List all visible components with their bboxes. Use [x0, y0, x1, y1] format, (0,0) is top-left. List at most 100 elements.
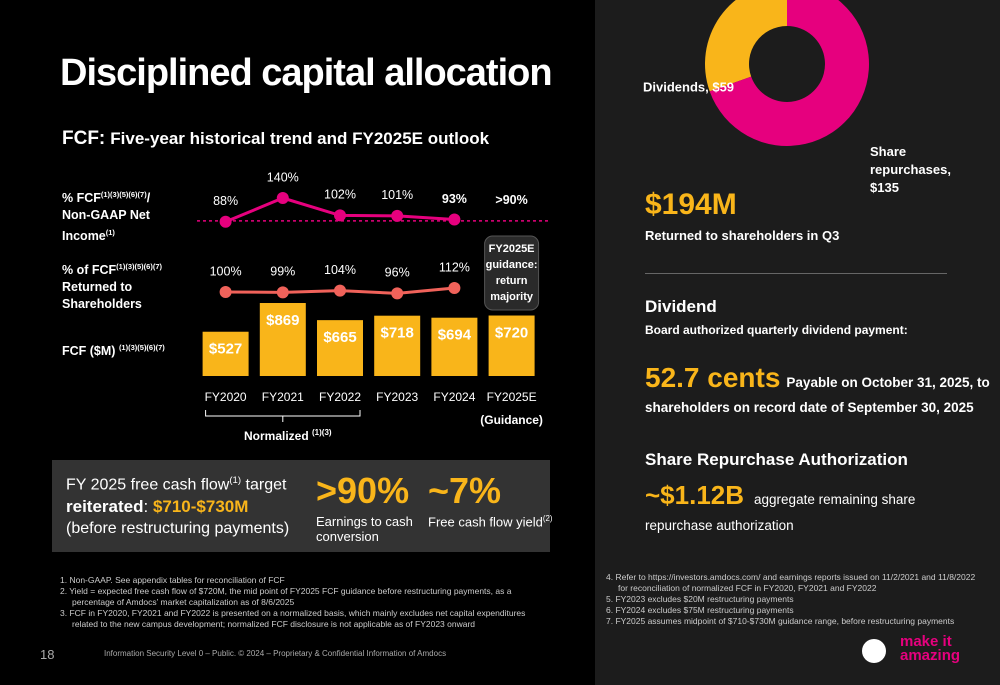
returned-amount: $194M	[645, 188, 737, 221]
text-part: % FCF	[62, 191, 101, 206]
text-part: (1)(3)(5)(6)(7)	[118, 343, 165, 352]
text-part: (1)	[105, 228, 115, 238]
x-tick-label: FY2024	[433, 390, 475, 404]
text-part: (1)(3)(5)(6)(7)	[116, 262, 163, 271]
dividend-sub: Board authorized quarterly dividend paym…	[645, 323, 908, 337]
x-tick-label: FY2021	[262, 390, 304, 404]
text-part: target	[241, 476, 287, 494]
point-label: 102%	[324, 188, 356, 202]
text-part: FY 2025 free cash flow	[66, 476, 230, 494]
x-tick-label: FY2025E	[487, 390, 537, 404]
pie-slice	[705, 0, 787, 92]
point-label: 99%	[270, 265, 295, 279]
row-label: % FCF(1)(3)(5)(6)(7)/ Non-GAAP Net Incom…	[62, 186, 172, 245]
title: Disciplined capital allocation	[60, 52, 553, 94]
bar	[317, 320, 363, 376]
target-text: FY 2025 free cash flow(1) target reitera…	[66, 470, 289, 540]
pie-slice	[709, 0, 869, 146]
footnote: 3. FCF in FY2020, FY2021 and FY2022 is p…	[60, 608, 526, 629]
kpi-value: ~7%	[428, 470, 502, 511]
logo-mark	[862, 639, 886, 663]
divider	[645, 273, 947, 274]
line-point	[391, 209, 404, 222]
bar	[202, 331, 249, 376]
text-part: :	[143, 497, 153, 517]
footnote: 4. Refer to https://investors.amdocs.com…	[606, 572, 976, 593]
line-point	[219, 286, 232, 298]
point-label: 100%	[210, 264, 242, 278]
repurchase-amount: ~$1.12B	[645, 480, 745, 510]
page-number: 18	[40, 647, 55, 662]
row-label: FCF ($M) (1)(3)(5)(6)(7)	[62, 343, 202, 358]
point-label: 101%	[381, 188, 413, 202]
bar-label: $527	[209, 341, 242, 358]
point-label: 112%	[439, 260, 470, 274]
footnote: 6. FY2024 excludes $75M restructuring pa…	[606, 605, 794, 615]
repurchase-line: ~$1.12B aggregate remaining share	[645, 480, 915, 511]
footnotes: 4. Refer to https://investors.amdocs.com…	[606, 572, 986, 627]
x-tick-label: FY2023	[376, 390, 418, 404]
footer-info: Information Security Level 0 – Public. ©…	[104, 649, 447, 658]
guidance-text: return	[496, 275, 528, 287]
subtitle-rest: Five-year historical trend and FY2025E o…	[110, 129, 490, 148]
point-label: 140%	[267, 170, 299, 184]
line-point	[219, 215, 232, 228]
normalized-label: Normalized (1)(3)	[244, 428, 332, 443]
returned-text: Returned to shareholders in Q3	[645, 228, 840, 243]
dividend-amount: 52.7 cents	[645, 362, 781, 393]
dividend-line: 52.7 cents Payable on October 31, 2025, t…	[645, 362, 990, 394]
guidance-text: FY2025E	[489, 243, 535, 255]
line-point	[334, 209, 346, 222]
bar	[431, 317, 478, 376]
logo-text: make it amazing	[900, 633, 961, 664]
bar-label: $665	[323, 329, 356, 346]
line-point	[276, 192, 289, 205]
pie-label: Dividends, $59	[643, 79, 734, 94]
target-line: FY 2025 free cash flow(1) target	[66, 470, 289, 496]
bar	[374, 315, 421, 376]
guidance-text: majority	[490, 291, 534, 303]
x-tick-label: FY2022	[319, 390, 361, 404]
point-label: >90%	[495, 193, 527, 207]
line-point	[448, 213, 461, 226]
pie-label-box: Share repurchases, $135	[870, 144, 951, 195]
text-part: $710-$730M	[152, 497, 249, 517]
bar	[259, 303, 306, 376]
text-part: (1)	[229, 475, 242, 486]
bar-label: $718	[381, 325, 414, 342]
target-line: reiterated: $710-$730M	[66, 496, 289, 518]
kpi-label: Earnings to cash conversion	[316, 514, 426, 544]
dividend-heading: Dividend	[645, 297, 717, 316]
guidance-text: guidance:	[486, 259, 538, 271]
repurchase-heading: Share Repurchase Authorization	[645, 450, 908, 469]
text-part: FCF ($M)	[62, 344, 119, 359]
row-label: % of FCF(1)(3)(5)(6)(7) Returned to Shar…	[62, 258, 172, 313]
normalized-bracket	[205, 410, 361, 422]
pie-label: Share repurchases, $135	[870, 144, 951, 195]
text-part: (1)(3)(5)(6)(7)	[100, 190, 147, 199]
text-part: reiterated	[66, 497, 144, 517]
text-part: (1)(3)	[312, 428, 332, 437]
line-point	[448, 282, 461, 295]
text-part: / Non-GAAP Net Income	[62, 191, 151, 244]
point-label: 93%	[442, 192, 467, 206]
point-label: 88%	[213, 194, 238, 208]
text-part: Returned to Shareholders	[62, 280, 142, 312]
bar-label: $869	[266, 312, 299, 329]
logo-line: make it	[900, 633, 952, 650]
text-part: Normalized	[244, 429, 312, 443]
logo-line: amazing	[900, 647, 961, 664]
text-part: Earnings to cash conversion	[316, 514, 413, 544]
dividend-text: Payable on October 31, 2025, to	[786, 375, 990, 390]
target-line: (before restructuring payments)	[66, 520, 290, 538]
text-part: % of FCF	[62, 263, 117, 278]
line-point	[276, 286, 289, 299]
kpi-label: Free cash flow yield(2)	[428, 514, 558, 529]
footnotes: 1. Non-GAAP. See appendix tables for rec…	[60, 575, 550, 630]
subtitle-lead: FCF:	[62, 128, 106, 149]
target-box	[52, 460, 550, 552]
line-point	[334, 284, 346, 297]
point-label: 96%	[385, 266, 410, 280]
